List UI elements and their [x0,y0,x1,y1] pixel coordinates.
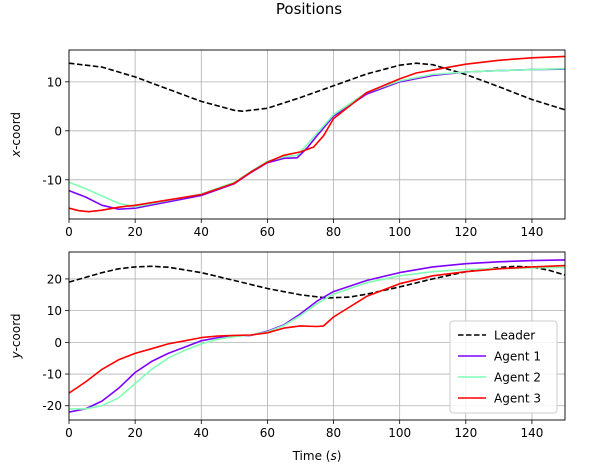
y-tick-label: 20 [47,272,62,286]
series-line-agent-3 [69,55,565,213]
legend-box [449,320,558,414]
series-line-leader [69,62,565,112]
series-line-leader [69,265,565,299]
y-axis-label: x-coord [9,112,23,158]
legend-label: Agent 1 [494,350,541,364]
x-tick-label: 20 [127,426,142,440]
y-tick-label: -10 [42,173,62,187]
x-tick-label: 140 [520,225,543,239]
x-tick-label: 20 [127,225,142,239]
y-tick-label: 0 [54,124,62,138]
x-tick-label: 40 [194,426,209,440]
x-tick-label: 80 [326,225,341,239]
series-line-agent-3 [69,264,565,394]
x-tick-label: 100 [388,426,411,440]
y-tick-label: 10 [47,75,62,89]
legend-label: Agent 2 [494,371,541,385]
axes-frame [68,251,566,421]
x-tick-label: 140 [520,426,543,440]
x-tick-label: 100 [388,225,411,239]
x-tick-label: 120 [454,426,477,440]
y-tick-label: -20 [42,399,62,413]
x-tick-label: 0 [65,426,73,440]
legend: Leader Agent 1 Agent 2 Agent 3 [449,320,558,414]
y-axis-label: y-coord [9,313,23,359]
y-coord-axes: 0 20 40 60 80 100 120 140 -20 -10 0 10 20 y-coord [9,251,566,440]
axes-frame [68,49,566,220]
y-tick-label: 0 [54,336,62,350]
x-tick-label: 120 [454,225,477,239]
y-tick-label: -10 [42,368,62,382]
x-tick-label: 60 [260,225,275,239]
y-tick-label: 10 [47,304,62,318]
x-tick-label: 80 [326,426,341,440]
x-tick-label: 60 [260,426,275,440]
figure-title: Positions [276,0,342,18]
legend-label: Agent 3 [494,392,541,406]
x-coord-axes: 0 20 40 60 80 100 120 140 -10 0 10 x-coord [9,49,566,239]
legend-label: Leader [494,329,535,343]
x-tick-label: 0 [65,225,73,239]
series-line-agent-2 [69,67,565,208]
x-axis-label: Time (s) [292,449,342,463]
x-tick-label: 40 [194,225,209,239]
